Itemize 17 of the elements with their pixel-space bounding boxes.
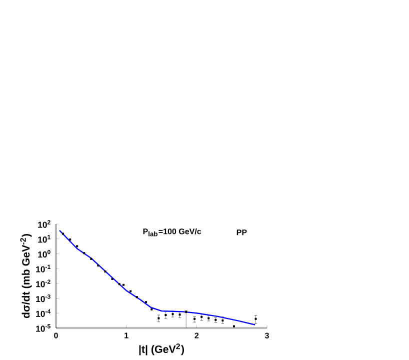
line-series [58,230,256,326]
y-tick-label: 10$^{-3}$ [36,294,50,302]
annotation: PP [236,230,247,236]
y-tick-label: 10$^{2}$ [38,220,50,228]
y-tick-label: 10$^{0}$ [38,250,50,258]
y-tick-label: 10$^{1}$ [38,235,50,243]
x-tick-label: 2 [194,332,199,338]
x-tick-label: 1 [124,332,128,338]
x-tick-label: 3 [264,332,269,338]
x-axis-title: |t| (GeV$^{2}$) [139,344,184,356]
annotation: P$_{lab}$=100 GeV/c [143,228,202,236]
x-tick-label: 0 [54,332,58,338]
y-tick-label: 10$^{-5}$ [36,324,50,332]
y-tick-label: 10$^{-4}$ [36,309,51,317]
y-tick-label: 10$^{-1}$ [36,264,50,272]
y-tick-label: 10$^{-2}$ [36,280,50,288]
y-axis-title: dσ/dt (mb GeV$^{-2}$) [20,234,32,318]
